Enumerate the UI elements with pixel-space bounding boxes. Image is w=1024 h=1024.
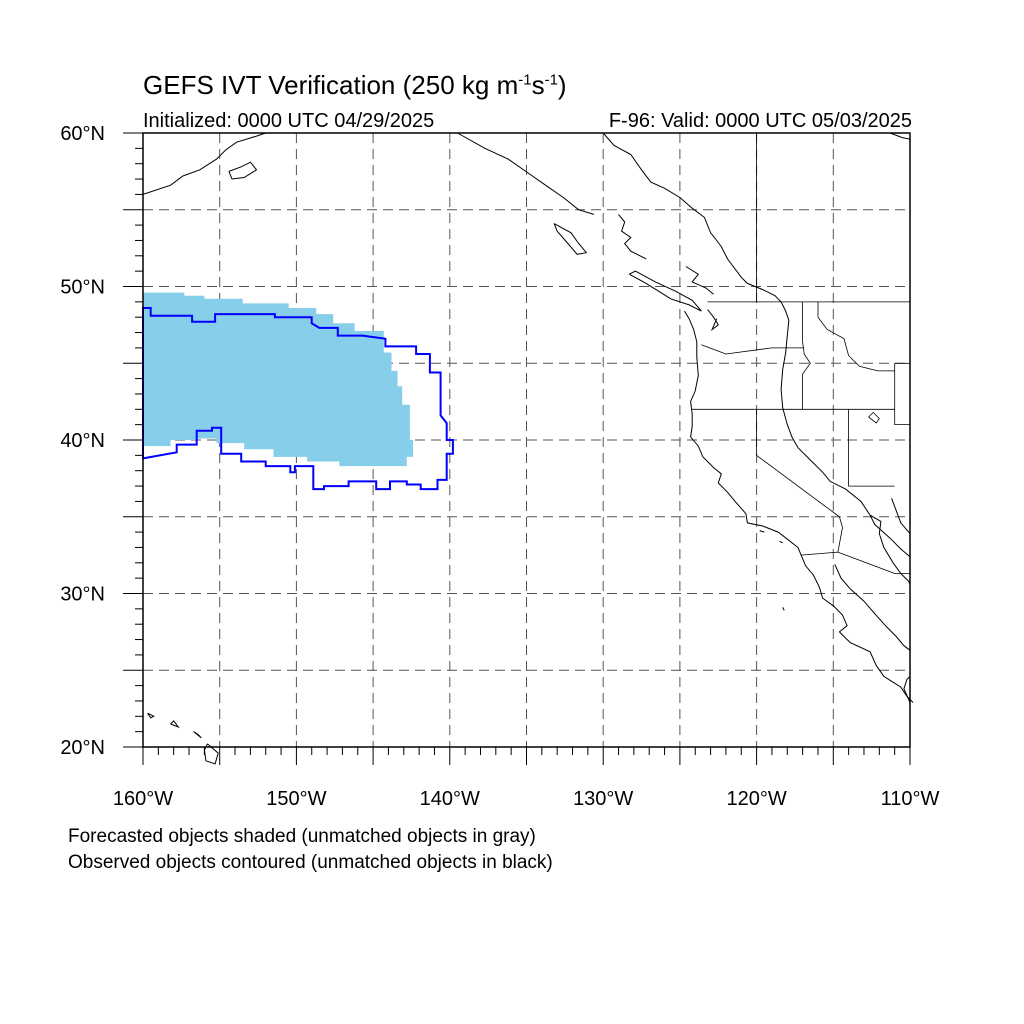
x-tick-label: 150°W — [266, 788, 326, 810]
coastline — [685, 266, 714, 295]
coastline — [142, 132, 266, 195]
map-title: GEFS IVT Verification (250 kg m-1s-1) — [143, 70, 567, 100]
coastline — [618, 214, 647, 260]
y-tick-label: 40°N — [60, 430, 105, 452]
coastline — [629, 270, 702, 312]
political-border — [802, 301, 811, 410]
coastline — [782, 607, 785, 611]
coastline — [759, 530, 765, 533]
coastline — [869, 514, 911, 585]
coastline — [779, 540, 783, 544]
coastline — [147, 712, 155, 719]
lake-outline — [868, 411, 880, 424]
y-tick-label: 30°N — [60, 584, 105, 606]
political-border — [801, 551, 910, 574]
coastline — [834, 564, 911, 651]
coastline — [903, 676, 911, 703]
x-tick-label: 140°W — [420, 788, 480, 810]
map-frame-and-ticks — [123, 132, 911, 765]
observed-object-contour — [142, 307, 454, 491]
coastline — [602, 132, 911, 558]
coastline — [891, 498, 911, 534]
political-border — [848, 409, 895, 487]
footer-forecast-note: Forecasted objects shaded (unmatched obj… — [68, 826, 536, 847]
footer-observed-note: Observed objects contoured (unmatched ob… — [68, 852, 553, 873]
y-tick-label: 50°N — [60, 277, 105, 299]
coastline — [553, 223, 588, 255]
x-tick-label: 110°W — [881, 788, 940, 810]
political-border — [817, 301, 895, 372]
initialized-time: Initialized: 0000 UTC 04/29/2025 — [143, 110, 435, 132]
x-tick-label: 120°W — [726, 788, 786, 810]
axis-labels: 20°N 30°N 40°N 50°N 60°N 160°W 150°W 140°W 130°W… — [60, 123, 939, 810]
coastline — [203, 743, 219, 765]
coastline — [193, 731, 202, 739]
valid-time: F-96: Valid: 0000 UTC 05/03/2025 — [608, 110, 912, 132]
coastline — [170, 720, 180, 729]
coastline — [684, 310, 914, 703]
y-tick-label: 60°N — [60, 123, 105, 145]
political-border — [894, 363, 910, 426]
coastline — [228, 161, 258, 180]
x-tick-label: 130°W — [573, 788, 633, 810]
coastline — [889, 132, 911, 140]
coastlines-and-borders — [142, 132, 914, 765]
coastline — [707, 309, 719, 331]
observed-object — [142, 307, 454, 491]
coastline — [457, 132, 595, 215]
y-tick-label: 20°N — [60, 737, 105, 759]
political-border — [701, 344, 805, 355]
political-border — [756, 409, 843, 553]
x-tick-label: 160°W — [113, 788, 173, 810]
